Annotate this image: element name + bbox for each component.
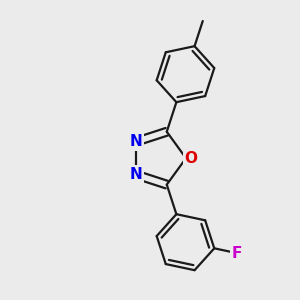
Text: F: F	[232, 246, 242, 261]
Text: N: N	[129, 167, 142, 182]
Text: O: O	[184, 151, 197, 166]
Text: N: N	[129, 134, 142, 149]
